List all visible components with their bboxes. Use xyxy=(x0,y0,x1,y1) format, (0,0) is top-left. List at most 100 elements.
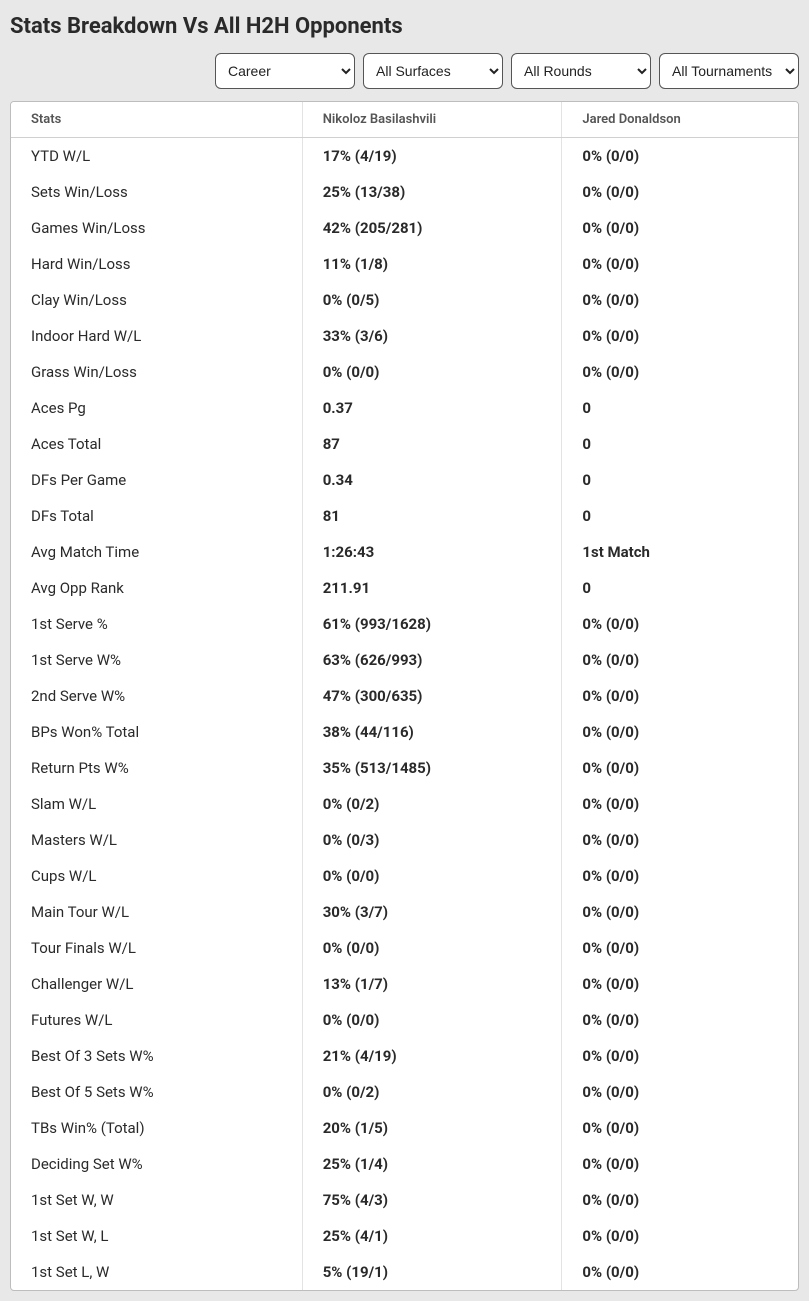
stat-label: DFs Per Game xyxy=(11,462,302,498)
player1-value: 38% (44/116) xyxy=(302,714,562,750)
table-row: Sets Win/Loss25% (13/38)0% (0/0) xyxy=(11,174,798,210)
player2-value: 0% (0/0) xyxy=(562,1038,798,1074)
stat-label: YTD W/L xyxy=(11,138,302,175)
player1-value: 81 xyxy=(302,498,562,534)
player2-value: 0% (0/0) xyxy=(562,786,798,822)
stat-label: 1st Set W, W xyxy=(11,1182,302,1218)
stat-label: Main Tour W/L xyxy=(11,894,302,930)
stat-label: Challenger W/L xyxy=(11,966,302,1002)
header-stats: Stats xyxy=(11,102,302,138)
player1-value: 47% (300/635) xyxy=(302,678,562,714)
player1-value: 30% (3/7) xyxy=(302,894,562,930)
stat-label: Avg Opp Rank xyxy=(11,570,302,606)
round-select[interactable]: All Rounds xyxy=(511,53,651,89)
player1-value: 0% (0/0) xyxy=(302,1002,562,1038)
header-player2: Jared Donaldson xyxy=(562,102,798,138)
player2-value: 0% (0/0) xyxy=(562,138,798,175)
table-row: Aces Pg0.370 xyxy=(11,390,798,426)
player2-value: 0% (0/0) xyxy=(562,174,798,210)
stat-label: Hard Win/Loss xyxy=(11,246,302,282)
player1-value: 0% (0/3) xyxy=(302,822,562,858)
stat-label: 1st Set W, L xyxy=(11,1218,302,1254)
table-row: Best Of 3 Sets W%21% (4/19)0% (0/0) xyxy=(11,1038,798,1074)
player2-value: 0% (0/0) xyxy=(562,930,798,966)
player2-value: 0% (0/0) xyxy=(562,822,798,858)
stat-label: Aces Total xyxy=(11,426,302,462)
page-title: Stats Breakdown Vs All H2H Opponents xyxy=(10,14,799,39)
player2-value: 0% (0/0) xyxy=(562,750,798,786)
table-row: DFs Per Game0.340 xyxy=(11,462,798,498)
player2-value: 0% (0/0) xyxy=(562,1002,798,1038)
table-row: Return Pts W%35% (513/1485)0% (0/0) xyxy=(11,750,798,786)
player2-value: 0% (0/0) xyxy=(562,1146,798,1182)
player1-value: 61% (993/1628) xyxy=(302,606,562,642)
table-row: Best Of 5 Sets W%0% (0/2)0% (0/0) xyxy=(11,1074,798,1110)
player2-value: 0% (0/0) xyxy=(562,210,798,246)
table-row: Indoor Hard W/L33% (3/6)0% (0/0) xyxy=(11,318,798,354)
stat-label: 1st Serve % xyxy=(11,606,302,642)
player2-value: 0% (0/0) xyxy=(562,642,798,678)
player2-value: 0% (0/0) xyxy=(562,894,798,930)
table-row: DFs Total810 xyxy=(11,498,798,534)
table-row: 1st Set W, L25% (4/1)0% (0/0) xyxy=(11,1218,798,1254)
surface-select[interactable]: All Surfaces xyxy=(363,53,503,89)
player1-value: 0.34 xyxy=(302,462,562,498)
player2-value: 0% (0/0) xyxy=(562,858,798,894)
player1-value: 0% (0/5) xyxy=(302,282,562,318)
table-row: Avg Match Time1:26:431st Match xyxy=(11,534,798,570)
player1-value: 1:26:43 xyxy=(302,534,562,570)
stat-label: Indoor Hard W/L xyxy=(11,318,302,354)
stat-label: Aces Pg xyxy=(11,390,302,426)
stat-label: Best Of 3 Sets W% xyxy=(11,1038,302,1074)
stat-label: Grass Win/Loss xyxy=(11,354,302,390)
player2-value: 0% (0/0) xyxy=(562,1074,798,1110)
player1-value: 0% (0/0) xyxy=(302,930,562,966)
player1-value: 0% (0/2) xyxy=(302,1074,562,1110)
stat-label: BPs Won% Total xyxy=(11,714,302,750)
player1-value: 42% (205/281) xyxy=(302,210,562,246)
player1-value: 0% (0/0) xyxy=(302,354,562,390)
player2-value: 0% (0/0) xyxy=(562,1110,798,1146)
period-select[interactable]: Career xyxy=(215,53,355,89)
stat-label: Slam W/L xyxy=(11,786,302,822)
stats-table-container: Stats Nikoloz Basilashvili Jared Donalds… xyxy=(10,101,799,1291)
stat-label: Cups W/L xyxy=(11,858,302,894)
player2-value: 0 xyxy=(562,570,798,606)
table-row: Main Tour W/L30% (3/7)0% (0/0) xyxy=(11,894,798,930)
player1-value: 63% (626/993) xyxy=(302,642,562,678)
table-row: 1st Set L, W5% (19/1)0% (0/0) xyxy=(11,1254,798,1290)
player1-value: 5% (19/1) xyxy=(302,1254,562,1290)
stat-label: Futures W/L xyxy=(11,1002,302,1038)
player1-value: 211.91 xyxy=(302,570,562,606)
table-row: YTD W/L17% (4/19)0% (0/0) xyxy=(11,138,798,175)
player2-value: 0 xyxy=(562,498,798,534)
player1-value: 17% (4/19) xyxy=(302,138,562,175)
player2-value: 1st Match xyxy=(562,534,798,570)
table-row: 1st Set W, W75% (4/3)0% (0/0) xyxy=(11,1182,798,1218)
filter-bar: Career All Surfaces All Rounds All Tourn… xyxy=(10,53,799,89)
table-row: Tour Finals W/L0% (0/0)0% (0/0) xyxy=(11,930,798,966)
player1-value: 25% (13/38) xyxy=(302,174,562,210)
header-player1: Nikoloz Basilashvili xyxy=(302,102,562,138)
player2-value: 0 xyxy=(562,390,798,426)
player1-value: 25% (1/4) xyxy=(302,1146,562,1182)
table-row: Grass Win/Loss0% (0/0)0% (0/0) xyxy=(11,354,798,390)
stat-label: Sets Win/Loss xyxy=(11,174,302,210)
tournament-select[interactable]: All Tournaments xyxy=(659,53,799,89)
player1-value: 75% (4/3) xyxy=(302,1182,562,1218)
player1-value: 25% (4/1) xyxy=(302,1218,562,1254)
stat-label: DFs Total xyxy=(11,498,302,534)
table-row: Games Win/Loss42% (205/281)0% (0/0) xyxy=(11,210,798,246)
stat-label: Return Pts W% xyxy=(11,750,302,786)
table-row: Deciding Set W%25% (1/4)0% (0/0) xyxy=(11,1146,798,1182)
player1-value: 13% (1/7) xyxy=(302,966,562,1002)
player2-value: 0% (0/0) xyxy=(562,1182,798,1218)
stat-label: Games Win/Loss xyxy=(11,210,302,246)
player1-value: 0% (0/2) xyxy=(302,786,562,822)
stat-label: 1st Set L, W xyxy=(11,1254,302,1290)
stat-label: TBs Win% (Total) xyxy=(11,1110,302,1146)
player1-value: 33% (3/6) xyxy=(302,318,562,354)
table-row: TBs Win% (Total)20% (1/5)0% (0/0) xyxy=(11,1110,798,1146)
stat-label: Clay Win/Loss xyxy=(11,282,302,318)
player2-value: 0 xyxy=(562,462,798,498)
